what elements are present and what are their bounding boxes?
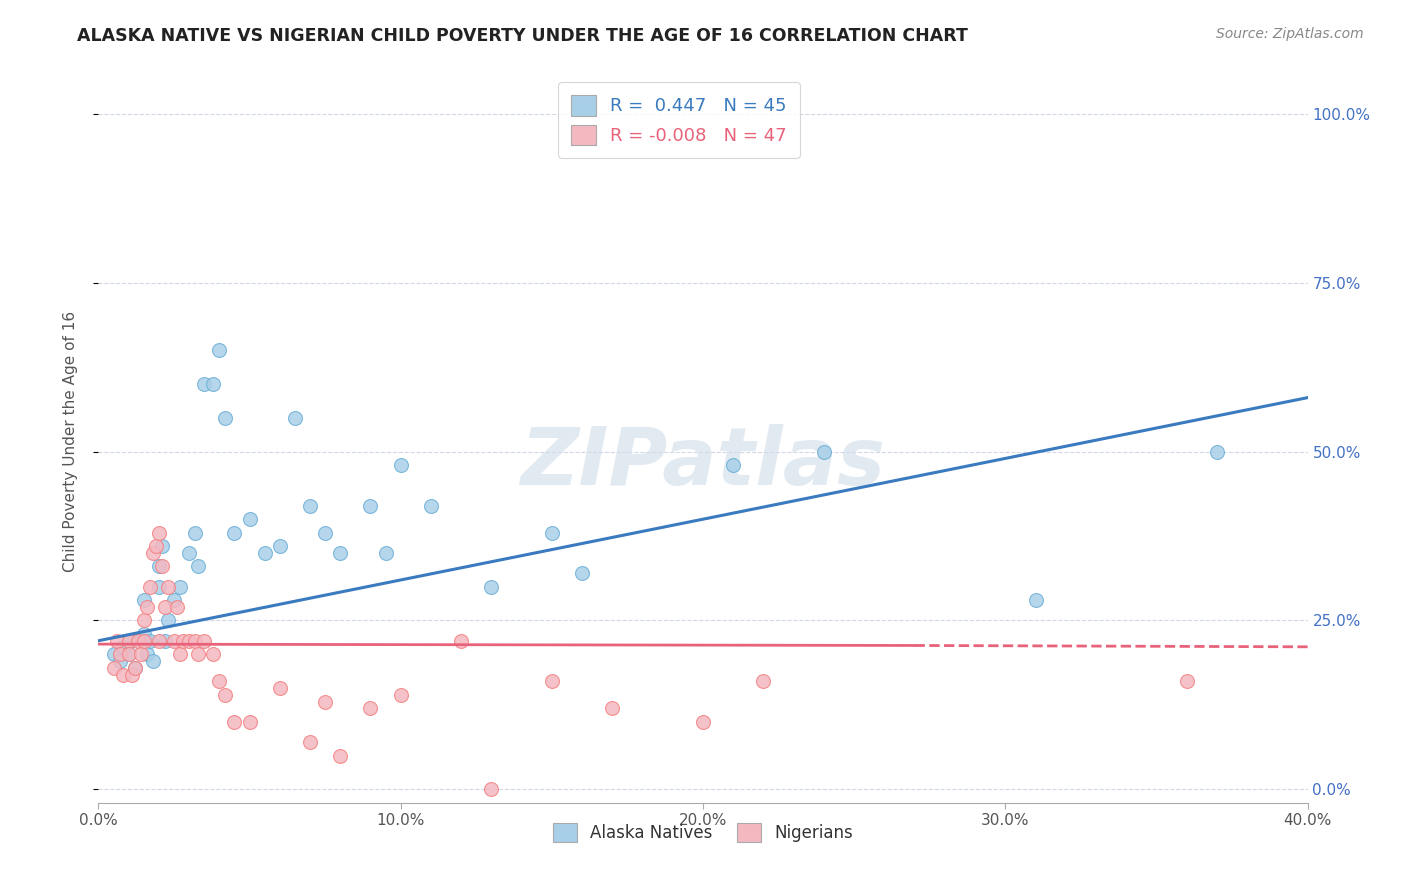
Point — [142, 546, 165, 560]
Point — [723, 458, 745, 472]
Point — [1024, 593, 1046, 607]
Point — [360, 701, 382, 715]
Text: ALASKA NATIVE VS NIGERIAN CHILD POVERTY UNDER THE AGE OF 16 CORRELATION CHART: ALASKA NATIVE VS NIGERIAN CHILD POVERTY … — [77, 27, 969, 45]
Point — [169, 580, 191, 594]
Point — [253, 546, 276, 560]
Point — [139, 580, 162, 594]
Point — [187, 647, 209, 661]
Point — [481, 580, 503, 594]
Point — [118, 633, 141, 648]
Point — [179, 546, 201, 560]
Point — [142, 654, 165, 668]
Point — [166, 599, 188, 614]
Text: Source: ZipAtlas.com: Source: ZipAtlas.com — [1216, 27, 1364, 41]
Point — [103, 661, 125, 675]
Point — [208, 674, 231, 689]
Point — [127, 633, 149, 648]
Point — [163, 593, 186, 607]
Point — [374, 546, 396, 560]
Point — [389, 458, 412, 472]
Point — [172, 633, 194, 648]
Point — [169, 647, 191, 661]
Point — [153, 599, 176, 614]
Point — [540, 674, 562, 689]
Point — [184, 633, 207, 648]
Point — [132, 593, 155, 607]
Point — [481, 782, 503, 797]
Point — [139, 633, 162, 648]
Point — [214, 688, 236, 702]
Point — [571, 566, 593, 581]
Point — [148, 559, 170, 574]
Point — [299, 499, 322, 513]
Point — [111, 640, 134, 655]
Point — [389, 688, 412, 702]
Point — [602, 701, 624, 715]
Point — [132, 614, 155, 628]
Point — [118, 633, 141, 648]
Point — [193, 633, 215, 648]
Point — [124, 661, 146, 675]
Legend: Alaska Natives, Nigerians: Alaska Natives, Nigerians — [547, 816, 859, 848]
Point — [239, 714, 262, 729]
Point — [202, 377, 225, 392]
Point — [135, 647, 157, 661]
Point — [269, 539, 291, 553]
Point — [132, 633, 155, 648]
Point — [103, 647, 125, 661]
Text: ZIPatlas: ZIPatlas — [520, 425, 886, 502]
Point — [239, 512, 262, 526]
Point — [193, 377, 215, 392]
Point — [540, 525, 562, 540]
Point — [124, 661, 146, 675]
Point — [118, 647, 141, 661]
Point — [329, 546, 352, 560]
Point — [692, 714, 714, 729]
Point — [111, 667, 134, 681]
Point — [148, 580, 170, 594]
Point — [1175, 674, 1198, 689]
Point — [129, 647, 152, 661]
Y-axis label: Child Poverty Under the Age of 16: Child Poverty Under the Age of 16 — [63, 311, 77, 572]
Point — [187, 559, 209, 574]
Point — [105, 633, 128, 648]
Point — [450, 633, 472, 648]
Point — [284, 411, 307, 425]
Point — [145, 539, 167, 553]
Point — [269, 681, 291, 695]
Point — [118, 647, 141, 661]
Point — [108, 654, 131, 668]
Point — [202, 647, 225, 661]
Point — [314, 694, 336, 708]
Point — [329, 748, 352, 763]
Point — [314, 525, 336, 540]
Point — [360, 499, 382, 513]
Point — [148, 525, 170, 540]
Point — [132, 627, 155, 641]
Point — [150, 559, 173, 574]
Point — [148, 633, 170, 648]
Point — [153, 633, 176, 648]
Point — [150, 539, 173, 553]
Point — [752, 674, 775, 689]
Point — [108, 647, 131, 661]
Point — [156, 580, 179, 594]
Point — [420, 499, 443, 513]
Point — [163, 633, 186, 648]
Point — [224, 525, 246, 540]
Point — [135, 599, 157, 614]
Point — [299, 735, 322, 749]
Point — [224, 714, 246, 729]
Point — [156, 614, 179, 628]
Point — [127, 633, 149, 648]
Point — [813, 444, 835, 458]
Point — [179, 633, 201, 648]
Point — [1206, 444, 1229, 458]
Point — [184, 525, 207, 540]
Point — [121, 667, 143, 681]
Point — [214, 411, 236, 425]
Point — [208, 343, 231, 358]
